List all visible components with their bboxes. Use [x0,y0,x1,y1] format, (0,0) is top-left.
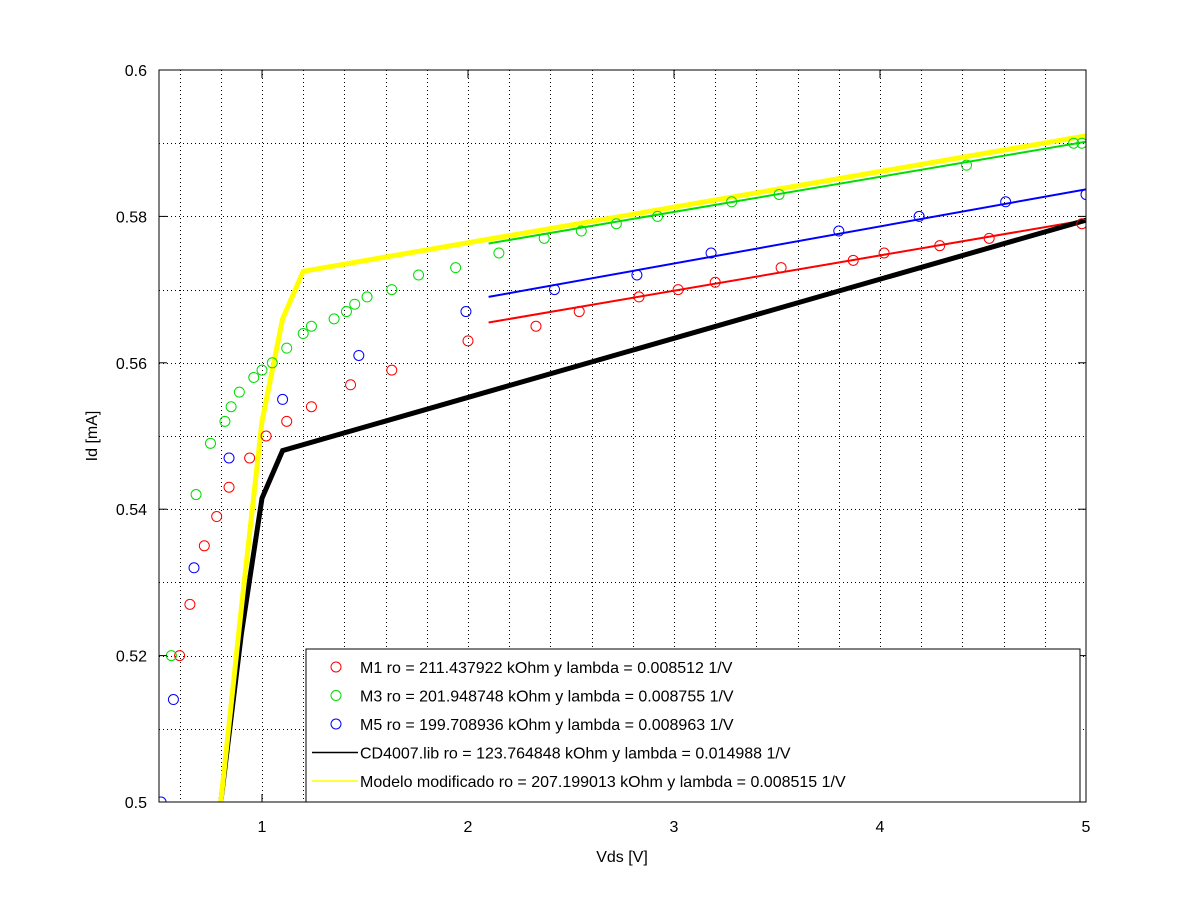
data-point [219,415,231,427]
data-point [223,481,235,493]
x-tick-label: 5 [1082,819,1091,836]
legend-box [305,648,1081,803]
data-point [631,269,643,281]
data-point [281,342,293,354]
data-point [610,218,622,230]
fit-line [488,140,1086,245]
data-point [1080,188,1086,200]
y-tick-label: 0.5 [125,795,147,812]
legend-label: M5 ro = 199.708936 kOhm y lambda = 0.008… [360,717,734,734]
legend-label: M3 ro = 201.948748 kOhm y lambda = 0.008… [360,689,734,706]
data-point [188,562,200,574]
data-point [297,328,309,340]
data-point [573,306,585,318]
data-point [705,247,717,259]
series-line [218,133,1086,802]
data-point [633,291,645,303]
y-tick-label: 0.52 [116,649,147,666]
data-point [847,254,859,266]
data-point [244,452,256,464]
ticks: 1 2 3 4 5 0.5 0.52 0.54 0.56 0.58 0.6 [116,63,1091,836]
data-point [256,364,268,376]
data-point [1068,137,1080,149]
data-point [709,276,721,288]
x-tick-label: 4 [876,819,885,836]
y-tick-label: 0.6 [125,63,147,80]
data-point [530,320,542,332]
data-point [233,386,245,398]
x-tick-label: 3 [670,819,679,836]
data-point [328,313,340,325]
data-point [353,349,365,361]
data-point [167,694,179,706]
data-point [386,284,398,296]
legend-label: CD4007.lib ro = 123.764848 kOhm y lambda… [360,746,791,763]
legend-label: Modelo modificado ro = 207.199013 kOhm y… [360,774,846,791]
data-point [773,188,785,200]
legend-marker [330,661,342,673]
data-point [833,225,845,237]
data-point [575,225,587,237]
legend-label: M1 ro = 211.437922 kOhm y lambda = 0.008… [360,660,733,677]
data-point [305,401,317,413]
data-point [983,232,995,244]
data-point [225,401,237,413]
data-point [248,371,260,383]
y-tick-label: 0.54 [116,502,147,519]
series-markers [159,188,1086,802]
legend-marker [330,690,342,701]
data-point [184,598,196,610]
x-tick-label: 2 [464,819,473,836]
data-point [913,210,925,222]
data-point [223,452,235,464]
data-point [961,159,973,171]
series-markers [174,218,1086,662]
data-point [260,430,272,442]
data-point [878,247,890,259]
data-point [775,262,787,274]
data-point [460,306,472,318]
data-point [462,335,474,347]
x-axis-title: Vds [V] [596,849,648,866]
data-point [450,262,462,274]
legend-marker [330,718,342,730]
x-tick-label: 1 [258,819,267,836]
data-point [198,540,210,552]
data-point [652,210,664,222]
data-point [538,232,550,244]
data-point [493,247,505,259]
fit-line [488,219,1086,324]
data-point [1076,137,1086,149]
data-point [340,306,352,318]
data-point [159,796,167,802]
fit-line [488,188,1086,298]
plot-area [159,133,1086,802]
data-point [672,284,684,296]
data-point [174,650,186,662]
data-point [277,393,289,405]
data-point [211,511,223,523]
y-tick-label: 0.58 [116,209,147,226]
data-point [726,196,738,208]
data-point [1076,218,1086,230]
data-point [345,379,357,391]
y-tick-label: 0.56 [116,356,147,373]
data-point [205,437,216,449]
data-point [361,291,373,303]
data-point [305,320,317,332]
data-point [549,284,561,296]
data-point [413,269,425,281]
data-point [934,240,946,252]
series-layer [159,133,1086,802]
data-point [266,357,278,369]
legend: M1 ro = 211.437922 kOhm y lambda = 0.008… [305,648,1081,803]
data-point [349,298,361,310]
series-markers [165,137,1086,662]
y-axis-title: Id [mA] [84,411,101,462]
data-point [190,489,202,501]
data-point [1000,196,1012,208]
data-point [386,364,398,376]
data-point [281,415,293,427]
